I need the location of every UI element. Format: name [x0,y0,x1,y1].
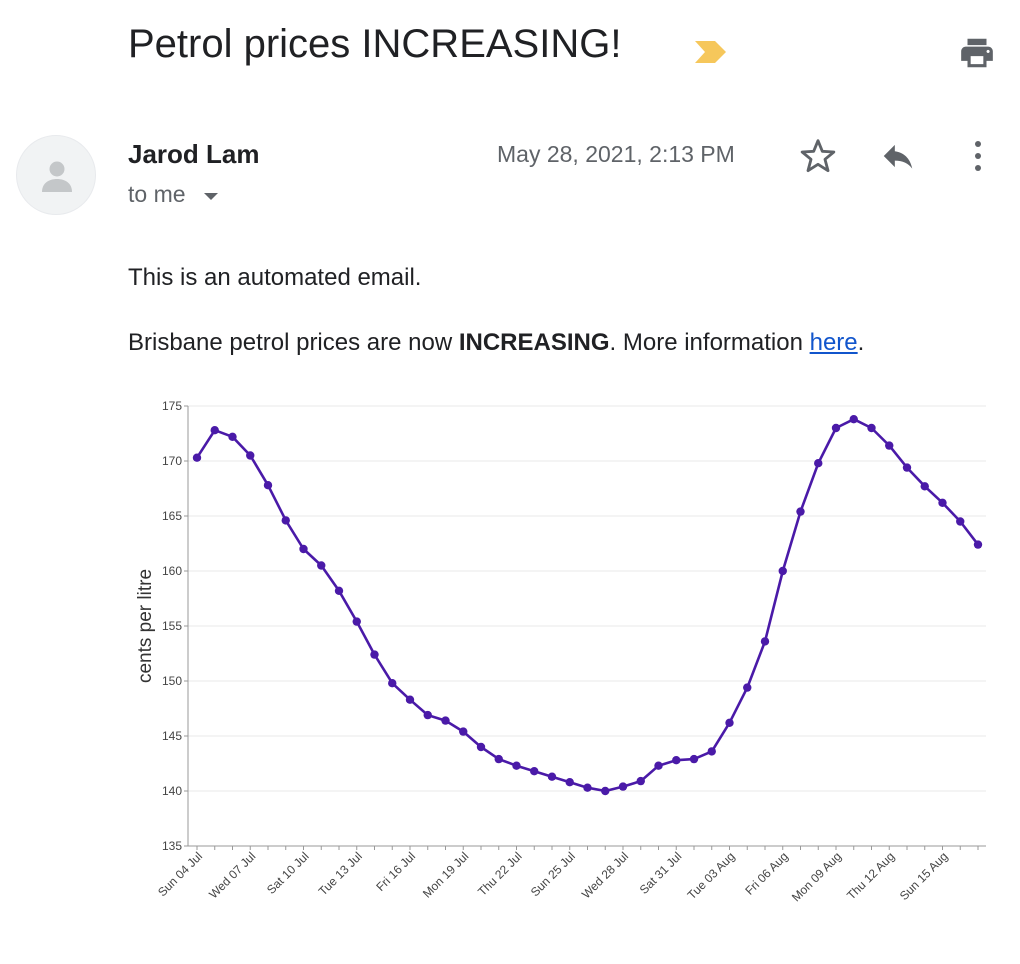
data-point [299,544,308,554]
x-tick-label: Mon 09 Aug [789,849,844,904]
data-point [760,637,770,646]
avatar[interactable] [16,135,96,215]
y-tick-label: 145 [162,729,182,743]
data-point [725,718,734,727]
y-tick-label: 140 [162,784,182,798]
x-tick-label: Fri 16 Jul [373,849,418,894]
data-point [547,772,557,781]
data-point [476,742,486,752]
y-tick-label: 150 [162,674,182,688]
petrol-price-chart: 135 140 145 150 155 160 165 170 175 cents per lit… [135,399,986,904]
x-tick-label: Tue 03 Aug [685,849,738,902]
body-status-prefix: Brisbane petrol prices are now [128,329,459,356]
x-tick-label: Wed 07 Jul [206,849,258,901]
data-point [192,453,202,462]
data-point [246,451,255,460]
data-point [512,761,521,770]
body-status-suffix: . [857,329,865,356]
data-point [743,683,752,692]
data-point [938,498,947,507]
data-point [423,710,432,720]
data-point [441,716,450,725]
body-status-mid: . More information [609,329,810,356]
data-point [885,441,894,450]
data-point [317,561,326,570]
data-point [228,432,237,441]
x-tick-label: Tue 13 Jul [316,849,365,898]
data-point [352,617,361,626]
y-axis-label: cents per litre [135,569,156,683]
y-tick-label: 170 [162,454,182,468]
data-point [973,540,983,549]
data-point [867,423,876,433]
data-point [334,586,344,595]
x-tick-label: Sun 25 Jul [528,849,578,899]
data-point [689,754,699,764]
data-point [388,679,397,688]
data-point [530,767,539,776]
data-point [263,481,273,490]
x-tick-label: Thu 12 Aug [844,849,897,902]
data-point [601,786,610,796]
sender-name[interactable]: Jarod Lam [128,139,260,169]
x-tick-label: Mon 19 Jul [420,849,471,900]
data-point [654,761,663,770]
data-point [796,507,805,516]
body-status-line: Brisbane petrol prices are now INCREASIN… [128,329,864,357]
caret-down-icon[interactable] [203,192,219,202]
email-subject: Petrol prices INCREASING! [128,22,622,66]
y-tick-label: 160 [162,564,182,578]
data-point [920,482,929,491]
more-info-link[interactable]: here [809,329,858,356]
body-status-bold: INCREASING [458,329,610,356]
data-point [565,778,574,787]
data-point [814,459,823,468]
y-tick-label: 135 [162,839,182,853]
series-line [195,417,980,793]
data-point [459,727,468,736]
y-tick-label: 155 [162,619,182,633]
more-vert-icon[interactable] [965,138,991,174]
print-icon[interactable] [958,34,996,72]
body-intro: This is an automated email. [128,264,422,291]
x-tick-label: Sat 31 Jul [637,849,685,897]
data-point [618,782,628,791]
reply-icon[interactable] [877,137,919,175]
importance-marker-icon[interactable] [693,41,727,63]
data-point [583,783,592,792]
data-point [956,517,965,526]
email-date: May 28, 2021, 2:13 PM [497,141,735,167]
data-point [281,516,290,525]
data-point [636,776,645,786]
data-point [707,747,716,756]
star-icon[interactable] [798,136,838,176]
data-point [831,423,841,433]
recipient-label: to me [128,181,186,207]
data-point [494,754,503,764]
y-tick-label: 175 [162,399,182,413]
data-point [672,756,681,765]
data-point [405,695,415,704]
data-point [778,566,787,576]
data-point [849,415,858,424]
x-tick-label: Sat 10 Jul [264,849,312,897]
data-point [902,463,912,472]
y-tick-label: 165 [162,509,182,523]
x-tick-label: Sun 04 Jul [155,849,205,899]
data-point [370,650,379,659]
x-tick-label: Fri 06 Aug [742,849,791,898]
data-point [210,426,219,435]
x-tick-label: Wed 28 Jul [579,849,631,901]
x-tick-label: Thu 22 Jul [475,849,525,899]
person-icon [42,161,72,192]
x-tick-label: Sun 15 Aug [897,849,951,903]
